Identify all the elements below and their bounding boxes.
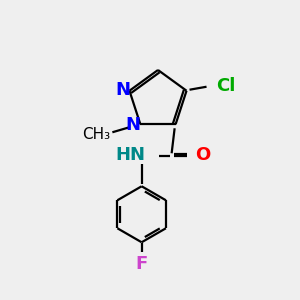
Text: F: F [136, 255, 148, 273]
Text: N: N [115, 81, 130, 99]
Text: Cl: Cl [217, 77, 236, 95]
Text: O: O [195, 146, 210, 164]
Text: HN: HN [116, 146, 146, 164]
Text: CH₃: CH₃ [82, 127, 110, 142]
Text: N: N [126, 116, 141, 134]
